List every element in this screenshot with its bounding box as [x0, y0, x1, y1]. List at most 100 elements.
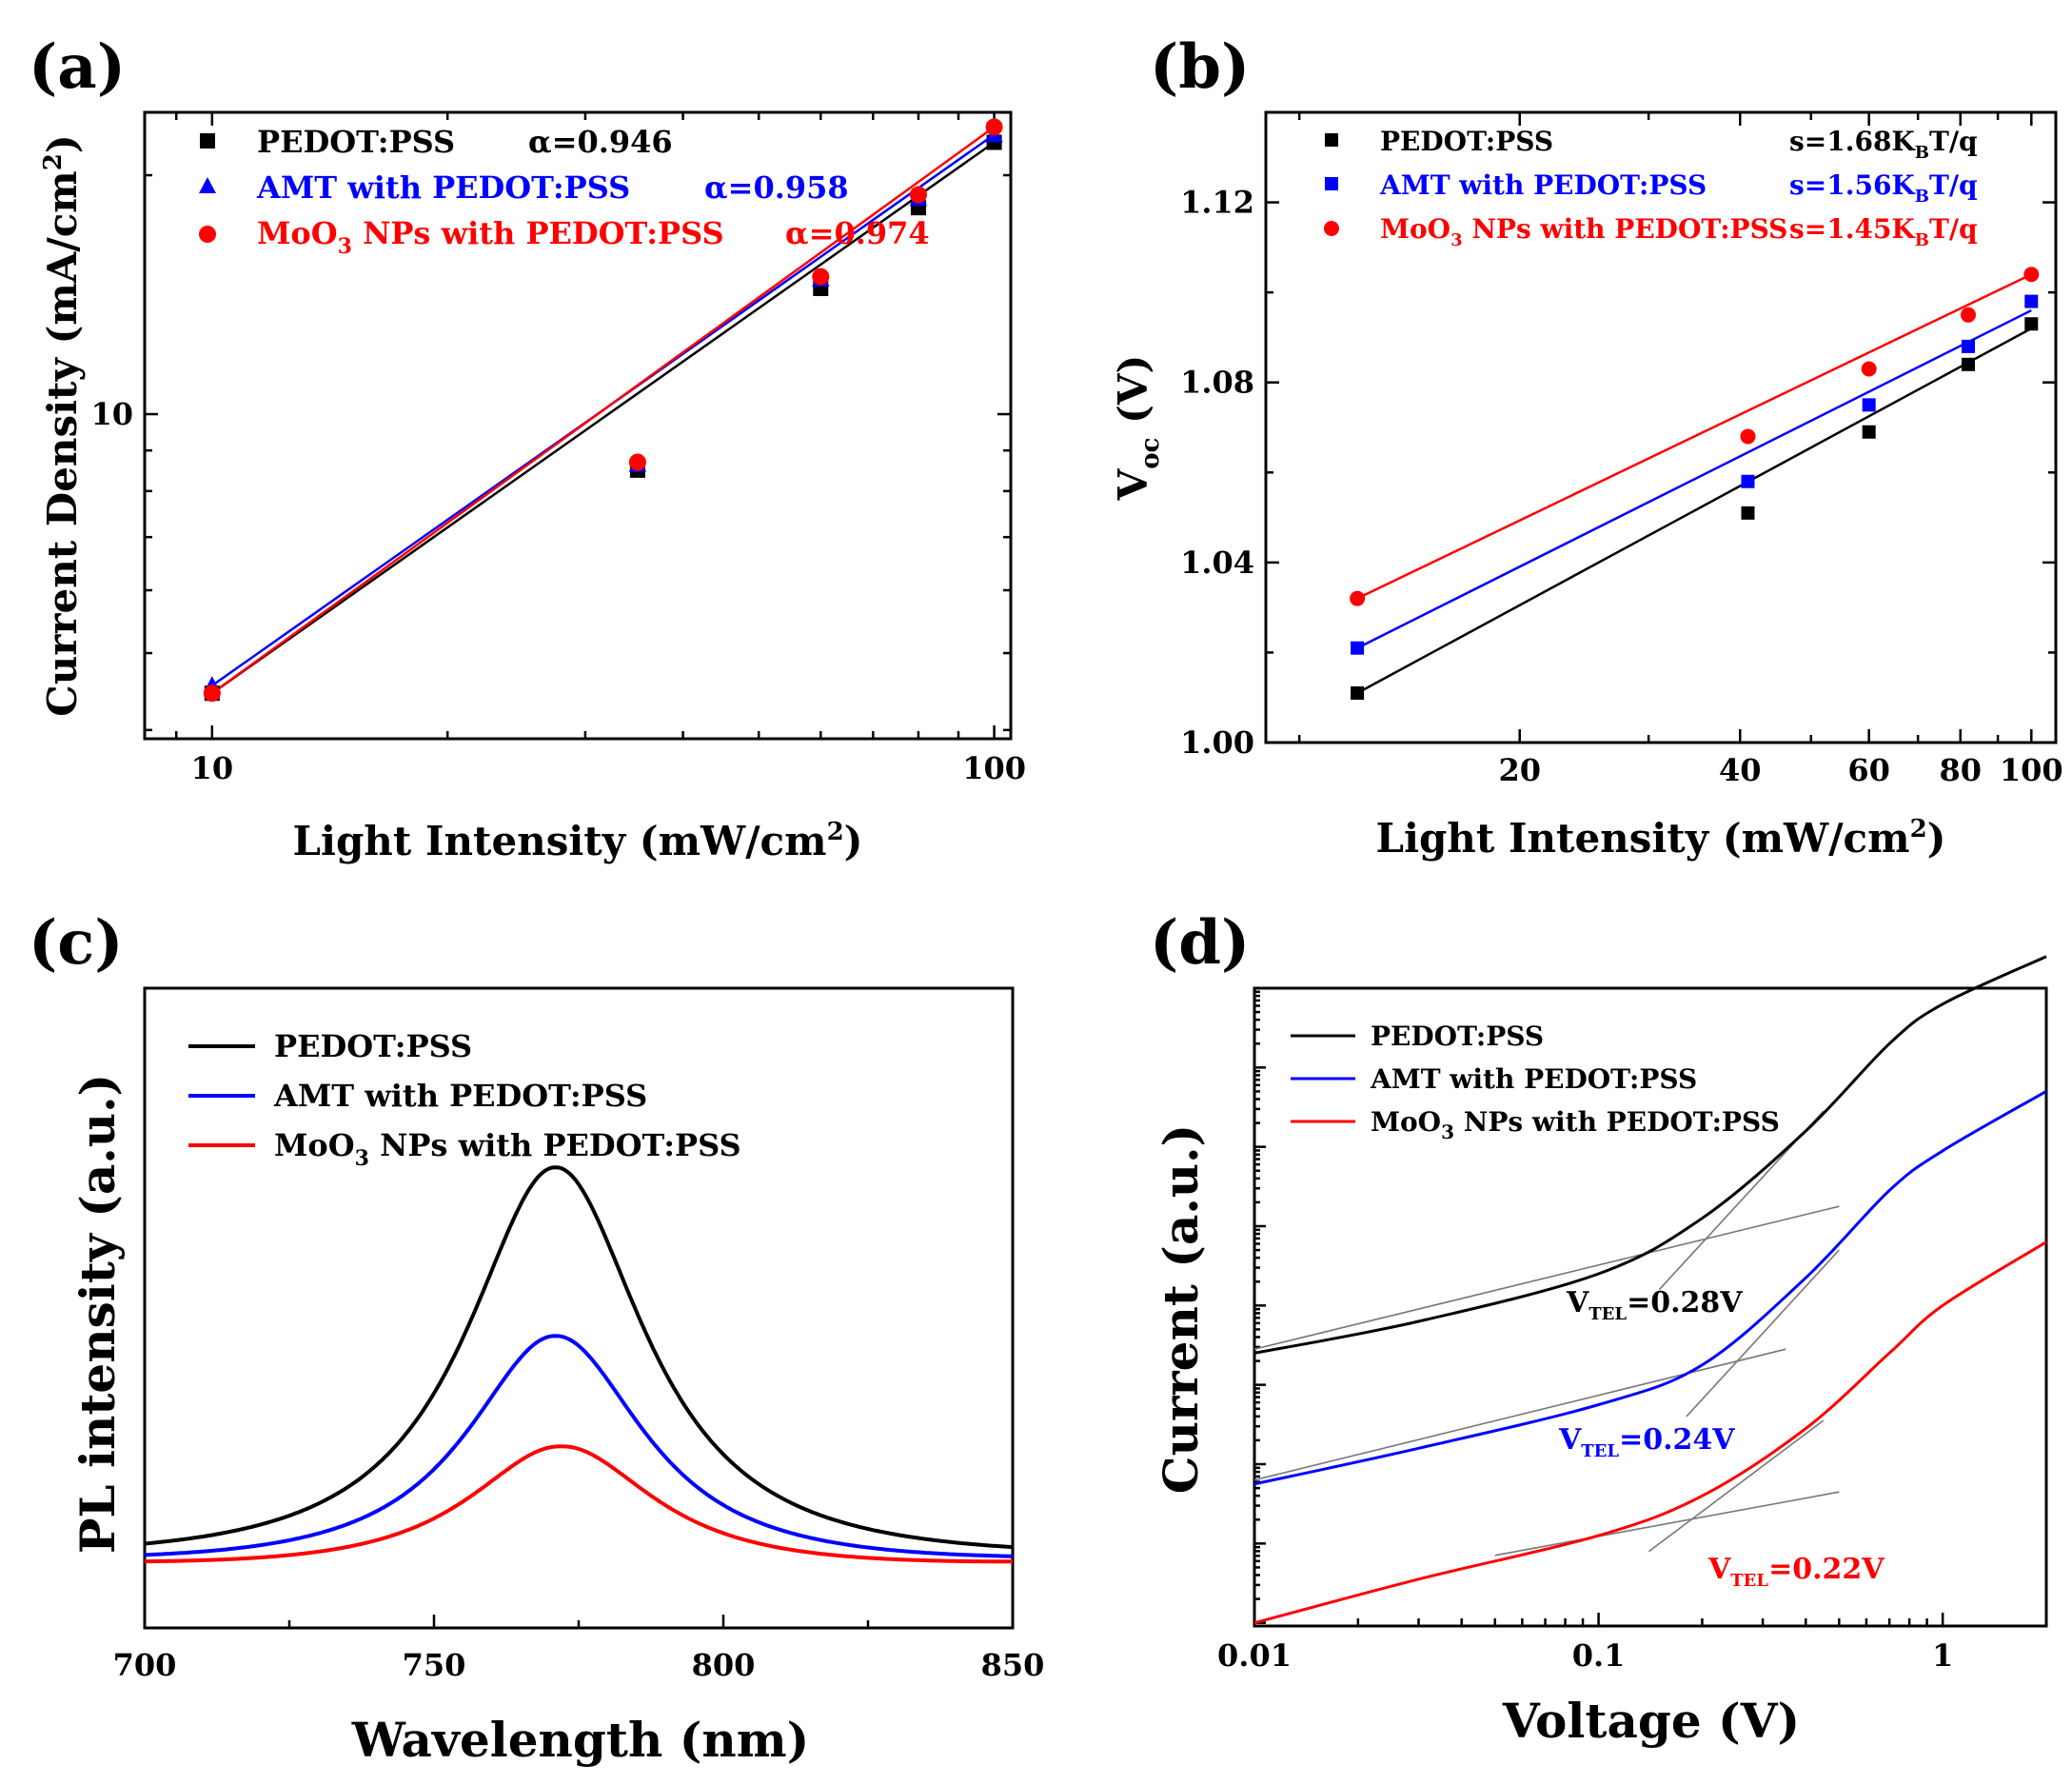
data-point-moo3: [985, 118, 1003, 136]
y-tick-label: 1.12: [1180, 185, 1254, 221]
legend-label-pedot: PEDOT:PSS: [1371, 1021, 1544, 1052]
data-point-moo3: [628, 453, 646, 471]
x-tick-label: 750: [403, 1647, 466, 1683]
spectrum-moo3: [145, 1444, 1013, 1564]
legend-label-moo3: MoO3 NPs with PEDOT:PSS: [1371, 1106, 1780, 1143]
panel-a: (a) 10 100 10 PEDOT:PSS α=0.946 AMT with P…: [29, 31, 1026, 864]
panel-d-tangent-lines: [1253, 1110, 1840, 1557]
data-point-moo3: [812, 268, 830, 286]
iv-curve-moo3: [1253, 1240, 2047, 1625]
data-point-moo3: [2023, 267, 2040, 283]
panel-d: (d) 0.01 0.1 1 PEDOT:PSS AMT with PEDOT:PS…: [1150, 907, 2048, 1749]
data-point-pedot: [1741, 506, 1755, 520]
panel-b: (b) 20 40 60 80 100 1.00 1.04 1.08 1.12 PEDOT:PS…: [1110, 31, 2063, 862]
data-point-pedot: [1351, 685, 1365, 700]
panel-c: (c) 700 750 800 850 PEDOT:PSS AMT with PEDO…: [29, 907, 1044, 1768]
data-point-amt: [1962, 339, 1976, 353]
data-point-moo3: [1861, 361, 1877, 377]
legend-slope-amt: s=1.56KBT/q: [1789, 169, 1978, 207]
legend-label-pedot: PEDOT:PSS: [1380, 126, 1553, 157]
vtel-annotation-amt: VTEL=0.24V: [1558, 1423, 1735, 1461]
data-point-moo3: [1350, 590, 1366, 606]
panel-a-frame: [143, 110, 1013, 741]
panel-d-curves: [1253, 955, 2047, 1625]
x-tick-label: 10: [191, 750, 234, 786]
x-tick-label: 800: [692, 1647, 756, 1683]
iv-curve-pedot: [1253, 955, 2047, 1355]
x-tick-label: 100: [2000, 752, 2063, 788]
panel-c-x-axis-title: Wavelength (nm): [351, 1712, 810, 1768]
legend-marker-pedot: [200, 133, 215, 149]
fit-line-moo3: [211, 126, 996, 695]
panel-c-label: (c): [29, 907, 124, 979]
panel-a-x-axis-title: Light Intensity (mW/cm2): [292, 818, 862, 864]
panel-c-y-axis-title: PL intensity (a.u.): [69, 1074, 126, 1554]
panel-c-ticks: 700 750 800 850: [113, 1615, 1044, 1683]
y-tick-label: 1.00: [1180, 724, 1254, 761]
legend-label-moo3: MoO3 NPs with PEDOT:PSS: [274, 1127, 741, 1171]
panel-a-label: (a): [29, 31, 126, 103]
spectrum-pedot: [144, 1165, 1014, 1550]
panel-b-data-points: [1350, 267, 2040, 700]
legend-label-moo3: MoO3 NPs with PEDOT:PSS: [257, 215, 724, 259]
data-point-pedot: [2024, 317, 2039, 331]
x-tick-label: 40: [1719, 752, 1762, 788]
legend-label-amt: AMT with PEDOT:PSS: [273, 1078, 647, 1114]
panel-d-x-axis-title: Voltage (V): [1502, 1693, 1800, 1749]
y-tick-label: 1.04: [1180, 545, 1254, 581]
legend-label-amt: AMT with PEDOT:PSS: [1370, 1063, 1697, 1095]
data-point-pedot: [1962, 357, 1976, 371]
panel-b-legend: PEDOT:PSS s=1.68KBT/q AMT with PEDOT:PSS…: [1324, 126, 1978, 250]
legend-alpha-pedot: α=0.946: [528, 124, 673, 160]
data-point-amt: [1351, 641, 1365, 655]
x-tick-label: 80: [1939, 752, 1982, 788]
iv-curve-amt: [1253, 1090, 2047, 1486]
panel-b-frame: [1264, 110, 2058, 744]
x-tick-label: 0.1: [1572, 1637, 1626, 1674]
tangent-low-amt: [1253, 1348, 1786, 1481]
legend-slope-moo3: s=1.45KBT/q: [1789, 213, 1978, 250]
panel-c-legend: PEDOT:PSS AMT with PEDOT:PSS MoO3 NPs wi…: [188, 1028, 741, 1171]
legend-marker-pedot: [1325, 133, 1338, 147]
tangent-high-amt: [1686, 1249, 1840, 1418]
x-tick-label: 700: [113, 1647, 177, 1683]
legend-marker-amt: [199, 177, 216, 193]
panel-a-y-axis-title: Current Density (mA/cm2): [39, 134, 86, 716]
panel-c-spectra: [144, 1165, 1014, 1564]
data-point-moo3: [1961, 307, 1977, 323]
legend-label-amt: AMT with PEDOT:PSS: [1379, 169, 1707, 201]
fit-line-amt: [1356, 308, 2032, 649]
tangent-low-pedot: [1253, 1205, 1840, 1350]
legend-label-amt: AMT with PEDOT:PSS: [256, 169, 630, 206]
panel-d-ticks: 0.01 0.1 1: [1217, 986, 2048, 1674]
data-point-moo3: [1740, 428, 1756, 445]
data-point-amt: [2024, 294, 2039, 308]
y-tick-label: 1.08: [1180, 365, 1254, 401]
legend-label-pedot: PEDOT:PSS: [257, 124, 455, 160]
data-point-amt: [1862, 398, 1876, 412]
legend-marker-moo3: [1324, 221, 1339, 236]
panel-d-label: (d): [1150, 907, 1250, 979]
panel-d-legend: PEDOT:PSS AMT with PEDOT:PSS MoO3 NPs wi…: [1291, 1021, 1780, 1143]
panel-a-legend: PEDOT:PSS α=0.946 AMT with PEDOT:PSS α=0…: [199, 124, 930, 259]
data-point-moo3: [909, 186, 927, 204]
vtel-annotation-pedot: VTEL=0.28V: [1566, 1286, 1743, 1324]
x-tick-label: 100: [962, 750, 1026, 786]
vtel-annotation-moo3: VTEL=0.22V: [1707, 1553, 1885, 1591]
y-tick-label: 10: [90, 396, 133, 432]
panel-d-y-axis-title: Current (a.u.): [1153, 1124, 1209, 1494]
x-tick-label: 60: [1847, 752, 1890, 788]
x-tick-label: 20: [1498, 752, 1541, 788]
legend-marker-moo3: [199, 226, 216, 243]
tangent-high-moo3: [1648, 1419, 1825, 1553]
data-point-amt: [1741, 474, 1755, 488]
legend-marker-amt: [1325, 177, 1338, 190]
panel-b-fit-lines: [1356, 273, 2032, 695]
legend-alpha-amt: α=0.958: [704, 169, 849, 206]
panel-a-ticks: 10 100 10: [90, 112, 1026, 786]
spectrum-amt: [144, 1334, 1014, 1558]
panel-b-x-axis-title: Light Intensity (mW/cm2): [1375, 815, 1945, 862]
data-point-pedot: [1862, 425, 1876, 439]
fit-line-pedot: [1356, 327, 2032, 695]
